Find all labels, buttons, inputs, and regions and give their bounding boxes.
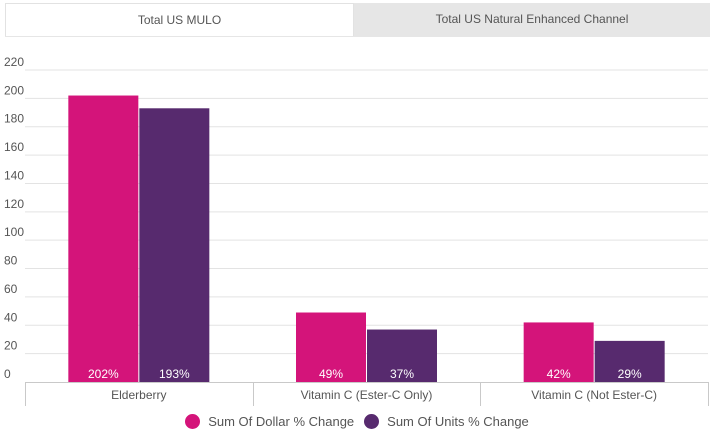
y-tick-label: 220 xyxy=(4,55,24,69)
x-tick-label: Vitamin C (Ester-C Only) xyxy=(301,388,433,402)
y-tick-label: 80 xyxy=(4,254,18,268)
bar xyxy=(68,95,139,382)
tab-total-us-natural-enhanced-channel[interactable]: Total US Natural Enhanced Channel xyxy=(354,3,710,36)
bar xyxy=(296,312,366,382)
y-tick-label: 100 xyxy=(4,225,24,239)
legend-swatch-dollar xyxy=(185,414,201,429)
x-tick-label: Elderberry xyxy=(111,388,166,402)
y-tick-label: 40 xyxy=(4,310,18,324)
data-label: 37% xyxy=(390,367,414,381)
y-tick-label: 20 xyxy=(4,339,18,353)
tab-bar: Total US MULO Total US Natural Enhanced … xyxy=(5,3,710,37)
y-tick-label: 160 xyxy=(4,140,24,154)
legend-item-units[interactable]: Sum Of Units % Change xyxy=(364,414,529,429)
y-tick-label: 140 xyxy=(4,168,24,182)
y-tick-label: 60 xyxy=(4,282,18,296)
tab-total-us-mulo[interactable]: Total US MULO xyxy=(5,3,354,36)
legend-label-dollar: Sum Of Dollar % Change xyxy=(208,414,355,429)
y-tick-label: 180 xyxy=(4,112,24,126)
data-label: 202% xyxy=(88,367,119,381)
bar xyxy=(523,322,594,382)
bar xyxy=(139,108,210,383)
x-tick-label: Vitamin C (Not Ester-C) xyxy=(531,388,657,402)
data-label: 29% xyxy=(618,367,642,381)
data-label: 42% xyxy=(547,367,571,381)
data-label: 193% xyxy=(159,367,190,381)
data-label: 49% xyxy=(319,367,343,381)
bar xyxy=(367,329,437,382)
legend-label-units: Sum Of Units % Change xyxy=(387,414,529,429)
y-tick-label: 200 xyxy=(4,83,24,97)
y-tick-label: 0 xyxy=(4,367,11,381)
bar xyxy=(594,340,665,382)
legend: Sum Of Dollar % Change Sum Of Units % Ch… xyxy=(0,414,714,429)
legend-swatch-units xyxy=(364,414,380,429)
legend-item-dollar[interactable]: Sum Of Dollar % Change xyxy=(185,414,354,429)
y-tick-label: 120 xyxy=(4,197,24,211)
